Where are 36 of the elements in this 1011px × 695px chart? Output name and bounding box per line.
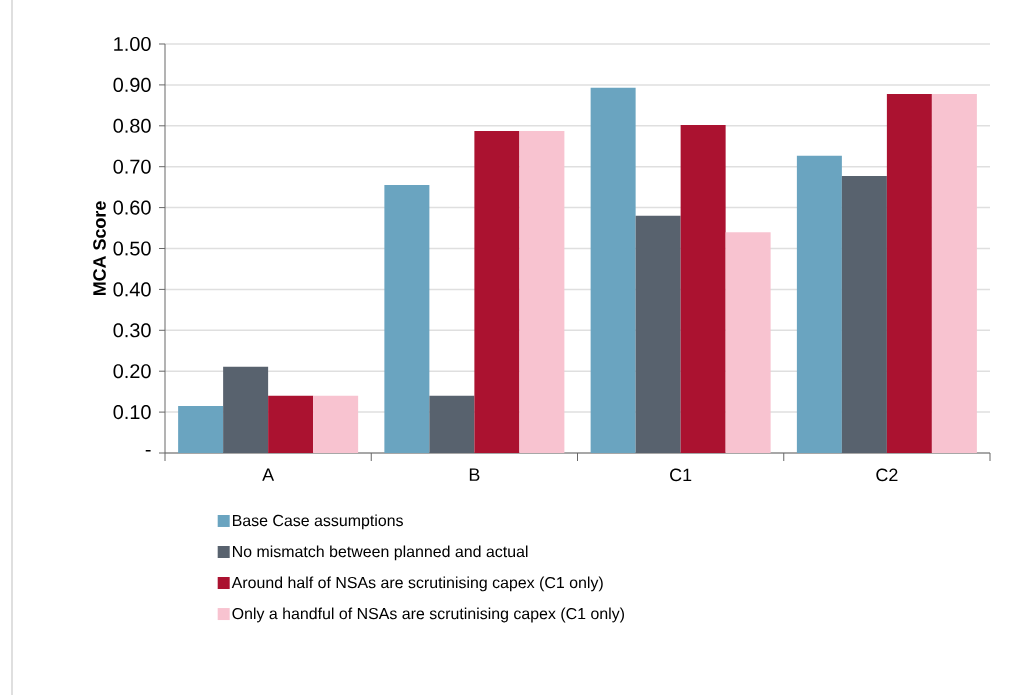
y-axis-title: MCA Score	[93, 201, 106, 296]
bar	[313, 395, 359, 453]
bar	[796, 155, 842, 453]
bar	[725, 232, 771, 453]
bar	[519, 131, 565, 453]
y-tick-label: 0.50	[113, 241, 151, 256]
x-tick-label: C2	[876, 468, 898, 482]
y-tick-label: -	[145, 449, 151, 452]
bar	[384, 185, 430, 453]
y-tick-label: 0.90	[113, 77, 151, 92]
y-tick-label: 1.00	[114, 36, 151, 52]
bar	[429, 395, 475, 453]
y-tick-label: 0.80	[113, 118, 151, 133]
legend-label: Base Case assumptions	[232, 514, 403, 530]
bar	[680, 124, 726, 453]
y-tick-label: 0.10	[113, 405, 151, 420]
y-tick-label: 0.70	[113, 159, 151, 174]
legend-label: Around half of NSAs are scrutinising capex (C1 only)	[231, 576, 603, 592]
legend-label: Only a handful of NSAs are scrutinising capex (C1 only)	[232, 607, 624, 623]
y-tick-label: 0.40	[113, 282, 151, 297]
x-tick-label: A	[262, 468, 275, 481]
y-tick-label: 0.60	[113, 200, 151, 215]
bar	[590, 87, 636, 453]
bar	[931, 93, 977, 453]
bar	[635, 215, 681, 453]
y-tick-label: 0.30	[113, 323, 151, 338]
x-tick-label: B	[469, 468, 480, 481]
legend-label: No mismatch between planned and actual	[232, 545, 528, 561]
bar	[223, 366, 269, 453]
y-tick-label: 0.20	[113, 364, 151, 379]
x-tick-label: C1	[670, 468, 692, 482]
bar	[268, 395, 314, 453]
bar	[474, 131, 520, 453]
bar	[886, 93, 932, 453]
bar	[841, 176, 887, 453]
bar	[178, 405, 224, 453]
